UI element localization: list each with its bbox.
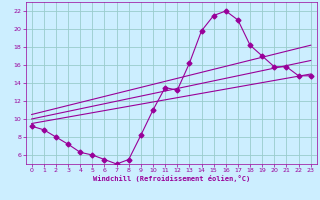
X-axis label: Windchill (Refroidissement éolien,°C): Windchill (Refroidissement éolien,°C) [92, 175, 250, 182]
